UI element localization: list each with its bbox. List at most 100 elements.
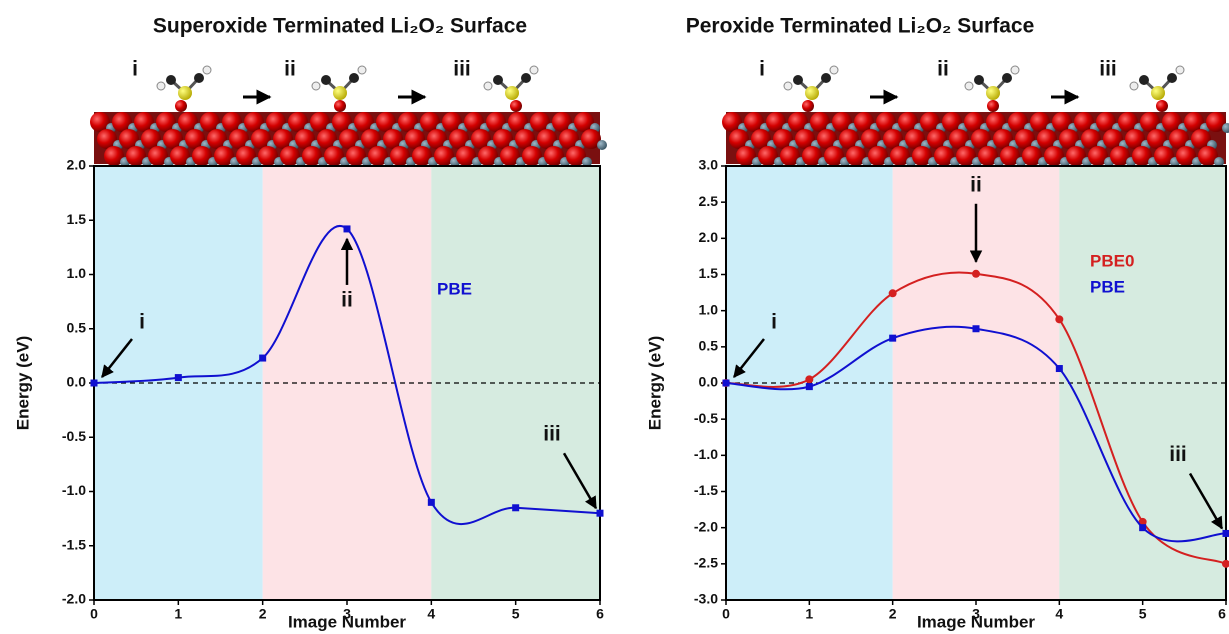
oxygen-atom <box>510 100 522 112</box>
stage-label: i <box>132 58 138 81</box>
hydrogen-atom <box>530 66 538 74</box>
data-point <box>259 355 266 362</box>
x-tick-label: 1 <box>174 606 182 622</box>
data-point <box>805 375 813 383</box>
hydrogen-atom <box>312 82 320 90</box>
stage-label: iii <box>1099 58 1117 81</box>
y-tick-label: -1.0 <box>694 446 718 462</box>
legend-entry: PBE <box>437 279 472 298</box>
data-point <box>889 289 897 297</box>
y-tick-label: 1.0 <box>699 301 719 317</box>
carbon-atom <box>349 73 359 83</box>
chart-title: Peroxide Terminated Li₂O₂ Surface <box>686 15 1035 38</box>
data-point <box>512 504 519 511</box>
y-tick-label: -2.0 <box>694 518 718 534</box>
y-tick-label: -0.5 <box>62 428 86 444</box>
x-tick-label: 5 <box>1139 606 1147 622</box>
stage-label: ii <box>937 58 949 81</box>
molecule <box>784 66 838 112</box>
data-point <box>91 380 98 387</box>
carbon-atom <box>821 73 831 83</box>
carbon-atom <box>321 75 331 85</box>
x-axis-label: Image Number <box>917 612 1035 631</box>
x-tick-label: 0 <box>722 606 730 622</box>
hydrogen-atom <box>1176 66 1184 74</box>
x-tick-label: 5 <box>512 606 520 622</box>
surface-illustration <box>722 66 1229 167</box>
figure: Superoxide Terminated Li₂O₂ Surfaceiiiii… <box>0 0 1229 634</box>
data-point <box>1223 530 1229 537</box>
y-axis-label: Energy (eV) <box>13 336 32 430</box>
x-tick-label: 6 <box>1218 606 1226 622</box>
oxygen-atom <box>1156 100 1168 112</box>
y-tick-label: 1.5 <box>699 265 719 281</box>
oxygen-atom <box>334 100 346 112</box>
annotation: i <box>771 311 777 334</box>
data-point <box>1056 365 1063 372</box>
hydrogen-atom <box>484 82 492 90</box>
y-tick-label: 0.0 <box>699 374 719 390</box>
data-point <box>972 270 980 278</box>
hydrogen-atom <box>203 66 211 74</box>
carbon-atom <box>1002 73 1012 83</box>
data-point <box>723 380 730 387</box>
data-point <box>344 225 351 232</box>
carbon-atom <box>974 75 984 85</box>
y-tick-label: -3.0 <box>694 591 718 607</box>
sulfur-atom <box>805 86 819 100</box>
carbon-atom <box>793 75 803 85</box>
lithium-atom <box>597 140 607 150</box>
y-tick-label: -1.0 <box>62 482 86 498</box>
sulfur-atom <box>333 86 347 100</box>
y-tick-label: 0.5 <box>699 338 719 354</box>
data-point <box>889 335 896 342</box>
carbon-atom <box>1167 73 1177 83</box>
y-tick-label: -1.5 <box>62 536 86 552</box>
data-point <box>1139 524 1146 531</box>
x-tick-label: 4 <box>427 606 435 622</box>
annotation: ii <box>970 173 982 196</box>
y-tick-label: -2.5 <box>694 555 718 571</box>
data-point <box>428 499 435 506</box>
x-tick-label: 6 <box>596 606 604 622</box>
carbon-atom <box>1139 75 1149 85</box>
annotation: ii <box>341 288 353 311</box>
data-point <box>597 510 604 517</box>
data-point <box>175 374 182 381</box>
carbon-atom <box>166 75 176 85</box>
stage-label: iii <box>453 58 471 81</box>
surface-illustration <box>90 66 607 167</box>
carbon-atom <box>194 73 204 83</box>
hydrogen-atom <box>965 82 973 90</box>
oxygen-atom <box>802 100 814 112</box>
carbon-atom <box>493 75 503 85</box>
annotation: iii <box>543 423 561 446</box>
molecule <box>157 66 211 112</box>
carbon-atom <box>521 73 531 83</box>
data-point <box>806 383 813 390</box>
y-tick-label: -1.5 <box>694 482 718 498</box>
y-tick-label: 0.0 <box>67 374 87 390</box>
hydrogen-atom <box>358 66 366 74</box>
annotation: i <box>139 311 145 334</box>
data-point <box>973 325 980 332</box>
molecule <box>312 66 366 112</box>
legend-entry: PBE0 <box>1090 251 1134 270</box>
x-tick-label: 2 <box>889 606 897 622</box>
hydrogen-atom <box>1130 82 1138 90</box>
y-tick-label: -2.0 <box>62 591 86 607</box>
hydrogen-atom <box>157 82 165 90</box>
stage-label: i <box>759 58 765 81</box>
y-tick-label: 2.0 <box>699 229 719 245</box>
x-axis-label: Image Number <box>288 612 406 631</box>
hydrogen-atom <box>830 66 838 74</box>
sulfur-atom <box>1151 86 1165 100</box>
y-tick-label: 3.0 <box>699 157 719 173</box>
x-tick-label: 0 <box>90 606 98 622</box>
data-point <box>1055 315 1063 323</box>
annotation: iii <box>1169 443 1187 466</box>
y-tick-label: -0.5 <box>694 410 718 426</box>
y-tick-label: 1.5 <box>67 211 87 227</box>
y-axis-label: Energy (eV) <box>645 336 664 430</box>
molecule <box>484 66 538 112</box>
